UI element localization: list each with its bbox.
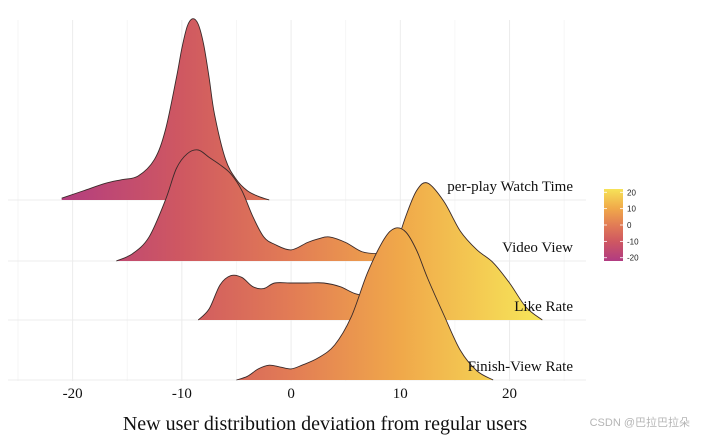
x-tick-label: 20 xyxy=(502,386,517,402)
ridge-label-per-play-watch-time: per-play Watch Time xyxy=(447,179,573,195)
ridge-outline xyxy=(197,182,543,321)
ridges xyxy=(61,18,543,381)
ridge-area xyxy=(236,227,494,380)
legend-colorbar xyxy=(604,189,623,261)
legend-tick-label: -10 xyxy=(627,237,639,246)
ridge-outline xyxy=(236,227,494,381)
ridge-label-video-view: Video View xyxy=(502,240,573,256)
ridge-outline xyxy=(116,149,434,262)
x-tick-label: 10 xyxy=(393,386,408,402)
x-axis-title: New user distribution deviation from reg… xyxy=(123,413,528,435)
ridge-per-play-watch-time xyxy=(61,18,270,201)
ridge-video-view xyxy=(116,149,434,262)
ridge-labels: per-play Watch Time Video View Like Rate Fi… xyxy=(447,179,573,375)
legend-tick-label: -20 xyxy=(627,254,639,263)
watermark-text: CSDN @巴拉巴拉朵 xyxy=(590,415,690,429)
ridge-area xyxy=(116,149,434,261)
ridge-label-finish-view-rate: Finish-View Rate xyxy=(468,359,574,375)
legend-tick-label: 10 xyxy=(627,205,636,214)
ridge-finish-view-rate xyxy=(236,227,494,381)
ridge-outline xyxy=(61,18,270,201)
legend-ticks: 20 10 0 -10 -20 xyxy=(604,188,639,263)
x-tick-label: -20 xyxy=(63,386,83,402)
legend-tick-label: 20 xyxy=(627,188,636,197)
x-axis-ticks: -20 -10 0 10 20 xyxy=(63,386,517,402)
ridge-area xyxy=(198,182,543,320)
color-legend: 20 10 0 -10 -20 xyxy=(604,188,639,263)
ridge-like-rate xyxy=(197,182,543,321)
legend-tick-label: 0 xyxy=(627,221,632,230)
grid-lines xyxy=(8,20,586,381)
ridge-label-like-rate: Like Rate xyxy=(514,299,573,315)
ridge-area xyxy=(61,18,270,200)
x-tick-label: 0 xyxy=(287,386,295,402)
x-tick-label: -10 xyxy=(172,386,192,402)
